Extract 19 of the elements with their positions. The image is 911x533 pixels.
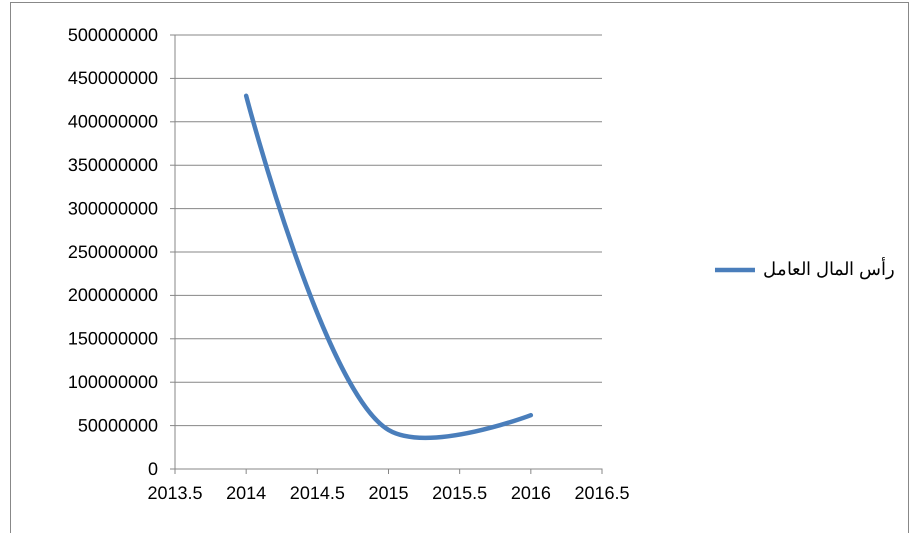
y-tick-label: 150000000 bbox=[68, 328, 158, 349]
y-tick-label: 450000000 bbox=[68, 68, 158, 88]
x-tick-label: 2014.5 bbox=[290, 482, 345, 503]
y-tick-label: 300000000 bbox=[68, 198, 158, 218]
y-tick-label: 50000000 bbox=[78, 415, 158, 436]
legend-label: رأس المال العامل bbox=[762, 256, 895, 280]
x-tick-label: 2014 bbox=[226, 482, 266, 503]
y-tick-label: 200000000 bbox=[68, 285, 158, 306]
x-tick-label: 2016 bbox=[510, 482, 551, 503]
y-tick-label: 350000000 bbox=[68, 154, 158, 175]
y-tick-label: 250000000 bbox=[68, 242, 158, 262]
y-tick-label: 0 bbox=[148, 458, 158, 479]
y-tick-label: 100000000 bbox=[68, 372, 158, 392]
x-tick-label: 2015 bbox=[368, 482, 409, 503]
x-tick-label: 2013.5 bbox=[147, 482, 203, 503]
y-tick-label: 400000000 bbox=[68, 112, 158, 132]
y-tick-label: 500000000 bbox=[68, 24, 158, 45]
x-tick-label: 2015.5 bbox=[432, 482, 488, 503]
x-tick-label: 2016.5 bbox=[574, 482, 630, 503]
